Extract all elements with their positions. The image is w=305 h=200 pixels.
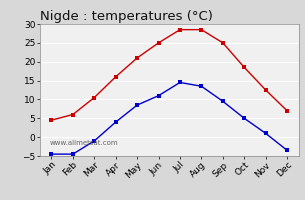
Text: www.allmetsat.com: www.allmetsat.com <box>50 140 119 146</box>
Text: Nigde : temperatures (°C): Nigde : temperatures (°C) <box>40 10 213 23</box>
